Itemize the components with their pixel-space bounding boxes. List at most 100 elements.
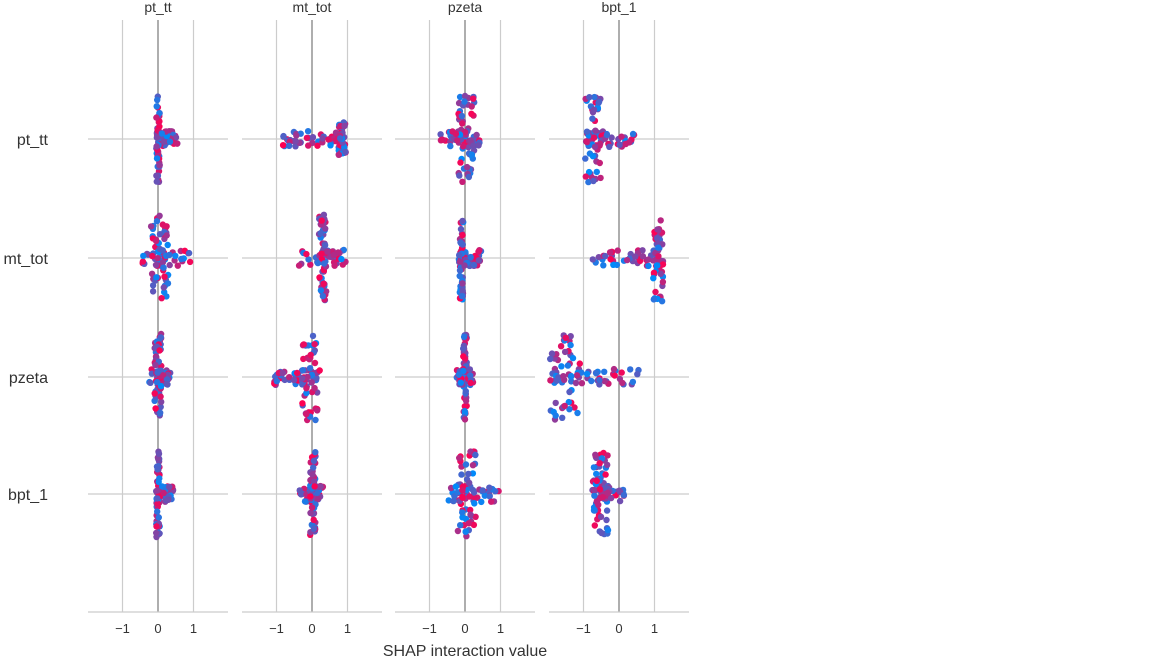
point: [592, 127, 599, 134]
point: [548, 350, 556, 357]
point: [163, 293, 170, 300]
point: [659, 278, 667, 286]
point: [303, 389, 310, 397]
point: [639, 247, 646, 254]
point: [564, 362, 572, 369]
point: [486, 484, 493, 491]
beeswarm-pzeta-pzeta: [453, 331, 477, 423]
point: [654, 226, 661, 233]
point: [337, 135, 344, 142]
point: [157, 409, 164, 416]
tick-label-pt_tt-0: −1: [115, 621, 130, 636]
point: [627, 366, 634, 373]
point: [153, 529, 160, 537]
point: [311, 384, 318, 392]
point: [596, 159, 603, 167]
point: [316, 274, 323, 281]
point: [153, 523, 160, 530]
point: [658, 298, 666, 305]
point: [154, 500, 161, 507]
beeswarm-pt_tt-pt_tt: [153, 93, 181, 185]
point: [457, 522, 464, 529]
tick-label-bpt_1-1: 0: [615, 621, 622, 636]
point: [466, 479, 473, 487]
point: [160, 284, 167, 291]
point: [629, 378, 637, 386]
point: [598, 529, 605, 537]
point: [185, 249, 193, 257]
point: [319, 135, 326, 142]
point: [151, 390, 158, 397]
point: [654, 239, 662, 247]
point: [620, 491, 628, 499]
point: [634, 371, 641, 378]
point: [459, 120, 466, 127]
point: [310, 516, 317, 523]
point: [164, 371, 171, 378]
point: [567, 341, 574, 349]
point: [614, 247, 621, 254]
point: [600, 262, 607, 269]
point: [597, 513, 605, 520]
point: [654, 262, 661, 269]
point: [166, 261, 173, 269]
point: [310, 464, 317, 471]
point: [314, 407, 321, 414]
point: [593, 477, 600, 485]
point: [152, 361, 159, 369]
point: [172, 134, 180, 141]
point: [586, 94, 593, 101]
point: [324, 248, 331, 255]
point: [459, 178, 466, 185]
point: [173, 140, 181, 147]
point: [149, 252, 156, 260]
point: [457, 379, 464, 386]
point: [478, 498, 485, 506]
point: [280, 132, 287, 140]
point: [562, 334, 569, 341]
point: [155, 450, 163, 457]
point: [318, 217, 325, 224]
point: [557, 343, 565, 350]
point: [307, 509, 314, 517]
point: [467, 506, 474, 514]
point: [307, 351, 314, 359]
point: [601, 368, 608, 375]
point: [455, 371, 463, 378]
point: [582, 155, 589, 162]
point: [286, 142, 293, 149]
point: [310, 457, 318, 464]
point: [153, 217, 161, 225]
point: [459, 487, 466, 494]
point: [293, 369, 301, 377]
point: [462, 397, 470, 405]
tick-label-pzeta-1: 0: [461, 621, 468, 636]
point: [303, 410, 310, 418]
point: [467, 253, 474, 261]
point: [593, 470, 600, 478]
point: [273, 378, 280, 385]
point: [335, 151, 342, 158]
point: [589, 256, 596, 263]
point: [308, 379, 315, 386]
point: [574, 409, 581, 417]
point: [310, 478, 318, 485]
x-axis-label: SHAP interaction value: [383, 643, 547, 660]
point: [469, 462, 477, 469]
point: [319, 292, 327, 300]
point: [148, 270, 156, 277]
point: [153, 172, 160, 179]
point: [153, 103, 160, 110]
point: [602, 252, 609, 260]
point: [317, 483, 324, 490]
point: [139, 258, 147, 265]
point: [153, 155, 161, 162]
labels-layer: pt_tt −1 0 1 mt_tot −1 0 1 pzeta −1 0 1 bpt_1 −1 0 1 pt_…: [4, 0, 659, 636]
point: [472, 513, 479, 520]
point: [452, 130, 460, 138]
point: [567, 333, 574, 340]
point: [460, 345, 467, 352]
point: [593, 370, 600, 377]
point: [654, 235, 661, 242]
point: [157, 382, 165, 390]
